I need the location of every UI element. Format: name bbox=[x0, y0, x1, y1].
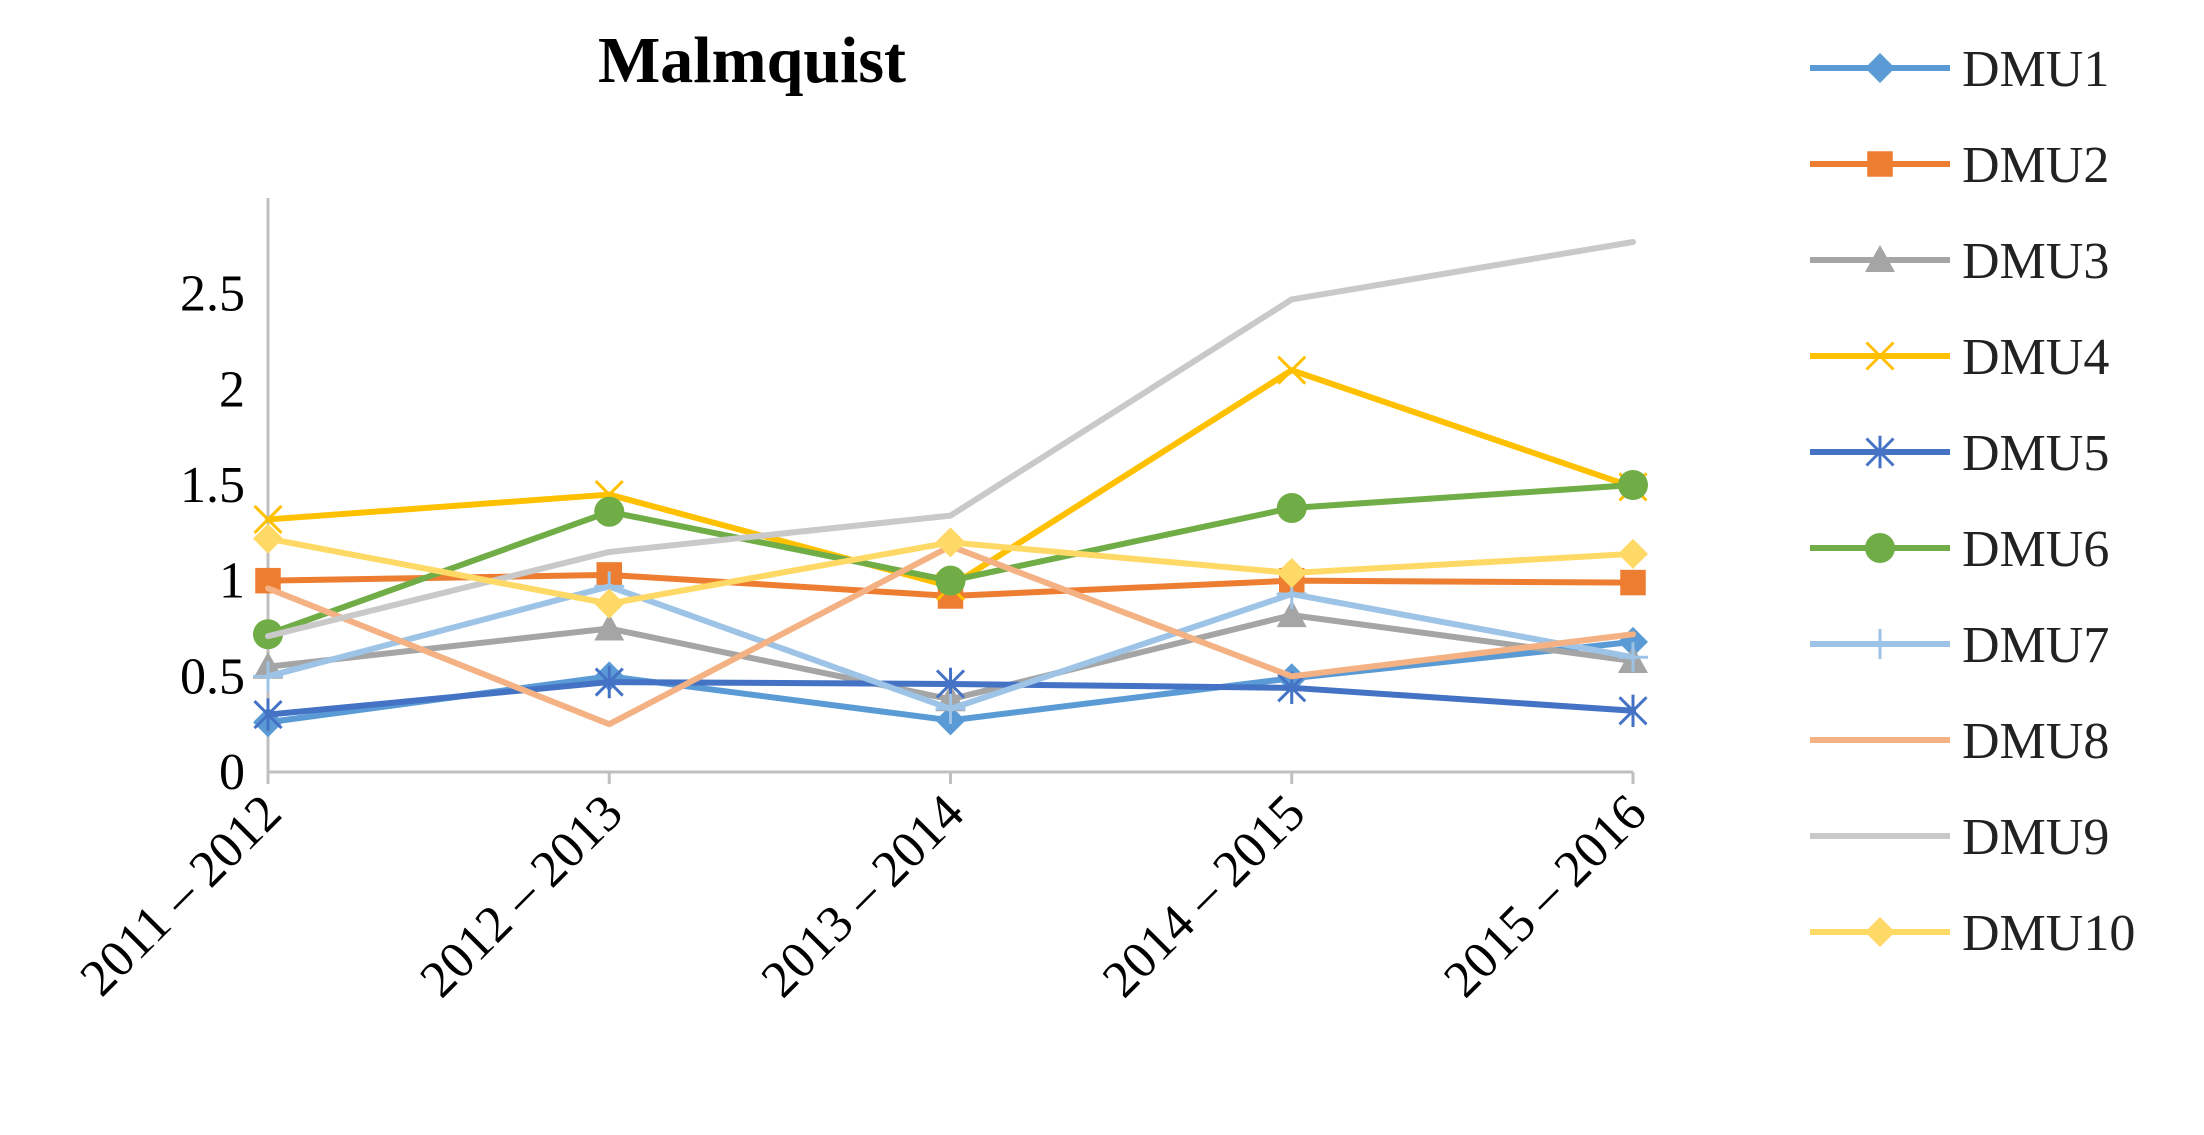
data-point bbox=[594, 588, 625, 619]
plus-marker bbox=[1865, 629, 1895, 659]
diamond-marker bbox=[1865, 917, 1895, 947]
legend-label: DMU9 bbox=[1962, 809, 2109, 866]
series-dmu5 bbox=[253, 665, 1648, 731]
triangle-marker bbox=[1865, 245, 1895, 272]
legend-item-dmu5: DMU5 bbox=[1810, 425, 2109, 482]
x-tick-label: 2014 – 2015 bbox=[1092, 784, 1316, 1008]
asterisk-marker bbox=[1618, 694, 1648, 727]
data-point bbox=[1618, 470, 1648, 500]
circle-marker bbox=[1618, 470, 1648, 500]
diamond-marker bbox=[594, 588, 625, 619]
diamond-marker bbox=[935, 527, 966, 558]
legend-label: DMU3 bbox=[1962, 233, 2109, 290]
y-tick-label: 1.5 bbox=[180, 457, 245, 514]
x-tick-label: 2012 – 2013 bbox=[410, 784, 634, 1008]
y-tick-label: 2 bbox=[219, 361, 245, 418]
circle-marker bbox=[1865, 533, 1895, 563]
data-point bbox=[1277, 355, 1307, 385]
asterisk-marker bbox=[594, 665, 624, 699]
data-point bbox=[935, 527, 966, 558]
data-point bbox=[1276, 558, 1307, 589]
data-point bbox=[594, 665, 624, 699]
square-marker bbox=[1620, 569, 1646, 596]
circle-marker bbox=[594, 496, 625, 527]
asterisk-marker bbox=[253, 698, 283, 731]
x-tick-label: 2015 – 2016 bbox=[1433, 784, 1657, 1008]
legend-marker bbox=[1865, 53, 1895, 83]
plus-marker bbox=[1618, 642, 1648, 673]
series-dmu10 bbox=[253, 523, 1648, 619]
plus-marker bbox=[935, 693, 966, 724]
data-point bbox=[594, 496, 625, 527]
data-point bbox=[594, 613, 625, 641]
legend-item-dmu7: DMU7 bbox=[1810, 617, 2109, 674]
legend-item-dmu6: DMU6 bbox=[1810, 521, 2109, 578]
legend: DMU1 DMU2 DMU3 DMU4 DMU5 DMU6 DMU7 DMU8 DMU9 DMU1… bbox=[1810, 41, 2135, 962]
asterisk-marker bbox=[1865, 435, 1895, 469]
circle-marker bbox=[1276, 492, 1307, 523]
data-point bbox=[253, 698, 283, 731]
data-point bbox=[1618, 694, 1648, 727]
x-tick-labels: 2011 – 2012 2012 – 2013 2013 – 2014 2014 – … bbox=[70, 772, 1657, 1008]
x-marker bbox=[1277, 355, 1307, 385]
triangle-marker bbox=[594, 613, 625, 641]
series-dmu6 bbox=[253, 470, 1648, 650]
legend-marker bbox=[1865, 917, 1895, 947]
data-point bbox=[1276, 492, 1307, 523]
y-tick-label: 0.5 bbox=[180, 648, 245, 705]
data-point bbox=[1618, 642, 1648, 673]
legend-item-dmu3: DMU3 bbox=[1810, 233, 2109, 290]
chart-title: Malmquist bbox=[598, 24, 906, 97]
legend-marker bbox=[1865, 341, 1895, 371]
series-lines bbox=[253, 239, 1648, 738]
legend-marker bbox=[1867, 151, 1893, 177]
legend-label: DMU2 bbox=[1962, 137, 2109, 194]
diamond-marker bbox=[1276, 558, 1307, 589]
y-tick-labels: 0 0.5 1 1.5 2 2.5 bbox=[180, 266, 245, 801]
legend-label: DMU1 bbox=[1962, 41, 2109, 98]
plus-marker bbox=[253, 661, 283, 692]
legend-label: DMU5 bbox=[1962, 425, 2109, 482]
data-point bbox=[253, 504, 283, 535]
legend-item-dmu2: DMU2 bbox=[1810, 137, 2109, 194]
y-tick-label: 1 bbox=[219, 553, 245, 610]
legend-marker bbox=[1865, 245, 1895, 272]
legend-item-dmu4: DMU4 bbox=[1810, 329, 2109, 386]
diamond-marker bbox=[1865, 53, 1895, 83]
x-tick-label: 2011 – 2012 bbox=[70, 784, 293, 1007]
data-point bbox=[253, 523, 283, 554]
y-tick-label: 0 bbox=[219, 744, 245, 801]
data-point bbox=[1276, 600, 1307, 628]
triangle-marker bbox=[1276, 600, 1307, 628]
square-marker bbox=[1867, 151, 1893, 177]
legend-item-dmu8: DMU8 bbox=[1810, 713, 2109, 770]
legend-label: DMU6 bbox=[1962, 521, 2109, 578]
data-point bbox=[935, 565, 966, 596]
x-marker bbox=[1865, 341, 1895, 371]
data-point bbox=[1620, 569, 1646, 596]
x-marker bbox=[253, 504, 283, 535]
legend-label: DMU8 bbox=[1962, 713, 2109, 770]
legend-marker bbox=[1865, 629, 1895, 659]
data-point bbox=[1618, 538, 1648, 569]
data-point bbox=[253, 661, 283, 692]
y-tick-label: 2.5 bbox=[180, 266, 245, 323]
data-point bbox=[935, 693, 966, 724]
diamond-marker bbox=[1618, 538, 1648, 569]
legend-label: DMU4 bbox=[1962, 329, 2109, 386]
legend-label: DMU7 bbox=[1962, 617, 2109, 674]
legend-item-dmu1: DMU1 bbox=[1810, 41, 2109, 98]
circle-marker bbox=[935, 565, 966, 596]
legend-item-dmu9: DMU9 bbox=[1810, 809, 2109, 866]
x-tick-label: 2013 – 2014 bbox=[751, 784, 975, 1008]
legend-item-dmu10: DMU10 bbox=[1810, 905, 2135, 962]
legend-label: DMU10 bbox=[1962, 905, 2135, 962]
diamond-marker bbox=[253, 523, 283, 554]
legend-marker bbox=[1865, 533, 1895, 563]
series-dmu7 bbox=[253, 571, 1648, 724]
legend-marker bbox=[1865, 435, 1895, 469]
